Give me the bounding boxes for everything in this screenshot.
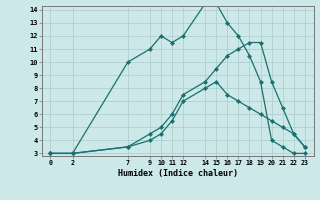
X-axis label: Humidex (Indice chaleur): Humidex (Indice chaleur) bbox=[118, 169, 237, 178]
